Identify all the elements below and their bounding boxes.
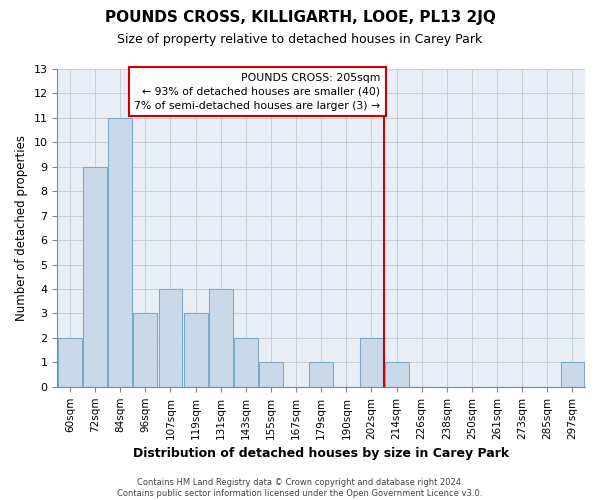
Bar xyxy=(385,362,409,387)
Y-axis label: Number of detached properties: Number of detached properties xyxy=(15,135,28,321)
Text: POUNDS CROSS: 205sqm
← 93% of detached houses are smaller (40)
7% of semi-detach: POUNDS CROSS: 205sqm ← 93% of detached h… xyxy=(134,72,380,110)
Text: POUNDS CROSS, KILLIGARTH, LOOE, PL13 2JQ: POUNDS CROSS, KILLIGARTH, LOOE, PL13 2JQ xyxy=(104,10,496,25)
Text: Contains HM Land Registry data © Crown copyright and database right 2024.
Contai: Contains HM Land Registry data © Crown c… xyxy=(118,478,482,498)
Bar xyxy=(108,118,132,387)
Bar xyxy=(259,362,283,387)
Text: Size of property relative to detached houses in Carey Park: Size of property relative to detached ho… xyxy=(118,32,482,46)
Bar xyxy=(184,314,208,387)
Bar xyxy=(234,338,258,387)
Bar xyxy=(58,338,82,387)
Bar xyxy=(209,289,233,387)
Bar xyxy=(560,362,584,387)
X-axis label: Distribution of detached houses by size in Carey Park: Distribution of detached houses by size … xyxy=(133,447,509,460)
Bar xyxy=(83,167,107,387)
Bar xyxy=(158,289,182,387)
Bar xyxy=(133,314,157,387)
Bar xyxy=(309,362,333,387)
Bar xyxy=(359,338,383,387)
